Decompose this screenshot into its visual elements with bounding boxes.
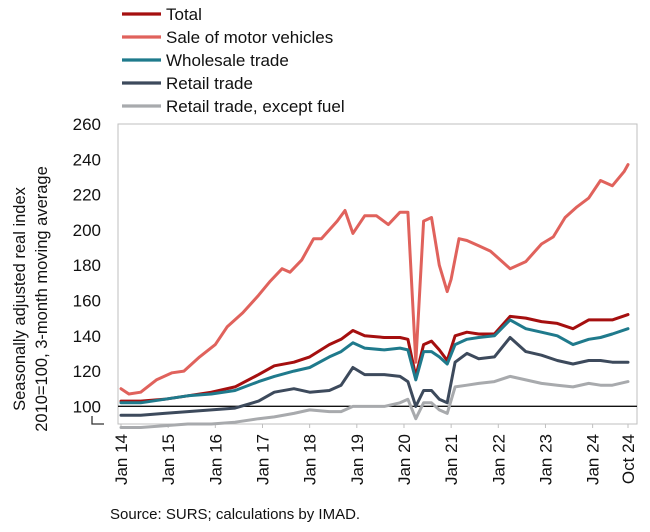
x-tick-label: Jan 17 — [253, 434, 272, 485]
series-line-retail-trade-except-fuel — [119, 374, 630, 429]
y-tick-label: 140 — [73, 327, 101, 346]
y-tick-label: 220 — [73, 186, 101, 205]
x-tick-label: Jan 21 — [442, 434, 461, 485]
x-tick-label: Oct 24 — [619, 434, 638, 484]
x-tick-label: Jan 20 — [395, 434, 414, 485]
y-tick-label: 100 — [73, 397, 101, 416]
y-axis-title-line: Seasonally adjusted real index — [11, 186, 29, 411]
x-tick-label: Jan 15 — [159, 434, 178, 485]
y-tick-label: 120 — [73, 362, 101, 381]
x-tick-label: Jan 18 — [301, 434, 320, 485]
y-tick-label: 180 — [73, 256, 101, 275]
chart-legend: Total Sale of motor vehicles Wholesale tra… — [122, 5, 345, 116]
x-tick-label: Jan 14 — [112, 434, 131, 485]
series-line-wholesale-trade — [119, 318, 630, 405]
legend-label: Wholesale trade — [166, 51, 289, 70]
source-note: Source: SURS; calculations by IMAD. — [110, 506, 361, 523]
series-line-retail-trade — [119, 336, 630, 417]
series-lines — [119, 163, 630, 429]
y-axis-title: Seasonally adjusted real index 2010=100, … — [11, 166, 51, 432]
legend-label: Total — [166, 5, 202, 24]
x-axis: Jan 14 Jan 15 Jan 16 Jan 17 Jan 18 Jan 19 Jan … — [112, 424, 638, 485]
x-tick-label: Jan 24 — [584, 434, 603, 485]
axis-break-mark — [91, 416, 104, 425]
y-tick-label: 160 — [73, 291, 101, 310]
y-axis: 100 120 140 160 180 200 220 240 260 — [73, 115, 101, 416]
y-tick-label: 200 — [73, 221, 101, 240]
y-axis-title-line: 2010=100, 3-month moving average — [33, 166, 51, 432]
x-tick-label: Jan 16 — [206, 434, 225, 485]
plot-border — [117, 123, 638, 425]
x-tick-label: Jan 22 — [489, 434, 508, 485]
y-tick-label: 260 — [73, 115, 101, 134]
y-tick-label: 240 — [73, 150, 101, 169]
x-tick-label: Jan 23 — [536, 434, 555, 485]
legend-label: Retail trade, except fuel — [166, 97, 345, 116]
legend-label: Sale of motor vehicles — [166, 28, 333, 47]
series-line-sale-of-motor-vehicles — [119, 163, 630, 396]
x-tick-label: Jan 19 — [348, 434, 367, 485]
plot-frame — [91, 123, 638, 425]
legend-label: Retail trade — [166, 74, 253, 93]
